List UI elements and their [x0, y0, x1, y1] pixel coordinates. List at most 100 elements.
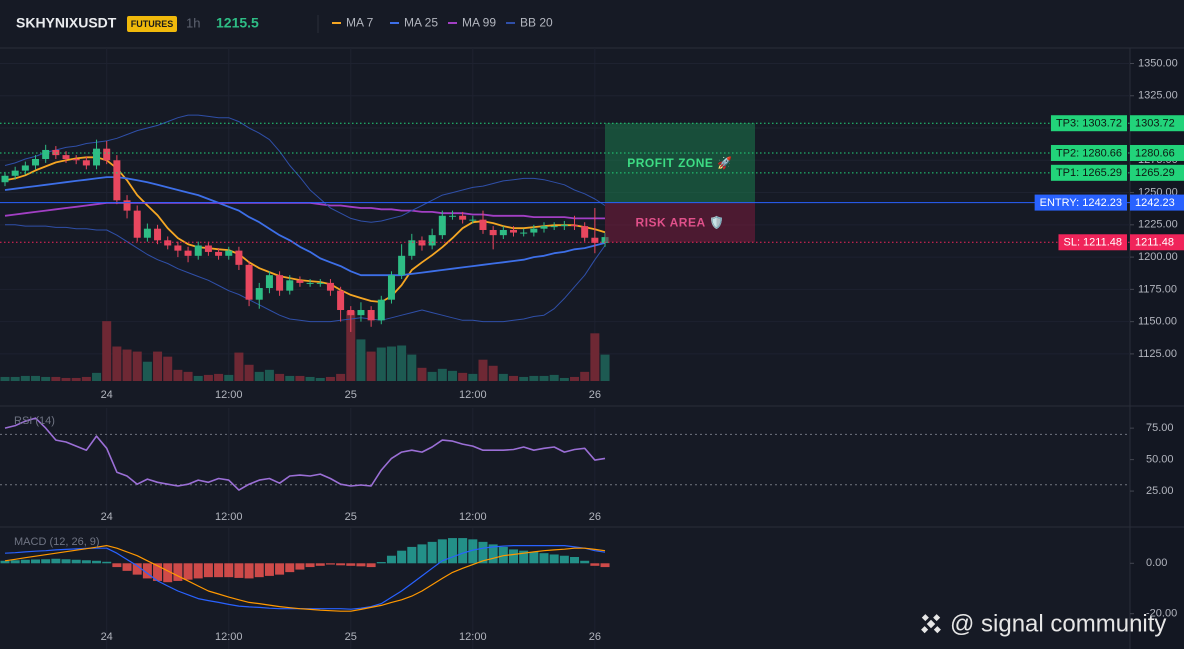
- level-label: ENTRY: 1242.23: [1040, 197, 1122, 209]
- volume-bar: [458, 372, 468, 381]
- volume-bar: [0, 376, 10, 381]
- macd-histogram-bar: [275, 563, 285, 575]
- volume-bar: [153, 351, 163, 381]
- candle-body: [194, 245, 202, 256]
- macd-histogram-bar: [203, 563, 213, 578]
- level-price-bg: [1130, 164, 1184, 181]
- volume-bar: [224, 374, 234, 381]
- badge-bg: [127, 16, 177, 32]
- volume-bar: [41, 376, 51, 381]
- plot: PROFIT ZONE 🚀 RISK AREA 🛡️: [0, 114, 1130, 612]
- x-tick-label: 12:00: [459, 631, 487, 643]
- volume-bar: [122, 349, 132, 381]
- macd-histogram-bar: [529, 551, 539, 564]
- macd-histogram-bar: [173, 563, 183, 581]
- rsi-title: RSI (14): [14, 415, 55, 427]
- candle-body: [215, 251, 223, 256]
- candle-body: [459, 215, 467, 220]
- y-tick-label: -20.00: [1146, 608, 1177, 620]
- volume-bar: [254, 371, 264, 381]
- x-tick-label: 24: [101, 631, 113, 643]
- level-price-bg: [1130, 115, 1184, 132]
- legend-label: MA 25: [404, 16, 438, 30]
- y-tick-label: 1150.00: [1138, 316, 1177, 328]
- macd-histogram-bar: [234, 563, 244, 578]
- level-price: 1265.29: [1135, 167, 1175, 179]
- volume-bar: [295, 375, 305, 381]
- candle-body: [469, 219, 477, 221]
- macd-histogram-bar: [224, 563, 234, 578]
- volume-bar: [468, 373, 478, 381]
- candle-body: [143, 228, 151, 238]
- level-price-bg: [1130, 234, 1184, 251]
- volume-bar: [325, 376, 335, 381]
- macd-histogram-bar: [264, 563, 274, 576]
- volume-bar: [234, 352, 244, 381]
- macd-histogram-bar: [71, 559, 81, 564]
- x-tick-label: 12:00: [215, 511, 243, 523]
- candle-body: [418, 240, 426, 246]
- candle-body: [42, 149, 50, 159]
- interval: 1h: [186, 15, 200, 30]
- x-tick-label: 24: [101, 389, 113, 401]
- volume-bar: [498, 373, 508, 381]
- candle-body: [510, 229, 517, 233]
- macd-histogram-bar: [458, 538, 468, 564]
- candle-body: [235, 250, 243, 265]
- candle-body: [154, 228, 162, 241]
- volume-bar: [275, 373, 285, 381]
- level-label-bg: [1034, 194, 1127, 211]
- signal-line: [4, 545, 606, 612]
- volume-bar: [20, 375, 30, 381]
- macd-histogram-bar: [488, 544, 498, 564]
- candle-body: [540, 226, 548, 229]
- macd-histogram-bar: [427, 541, 437, 564]
- x-tick-label: 12:00: [459, 389, 487, 401]
- macd-histogram-bar: [142, 563, 152, 579]
- macd-histogram-bar: [417, 544, 427, 564]
- legend-label: BB 20: [520, 16, 553, 30]
- volume-bar: [214, 373, 224, 381]
- candle-body: [184, 250, 192, 256]
- volume-bar: [173, 369, 183, 381]
- volume-bar: [336, 373, 346, 381]
- candle-body: [103, 148, 111, 161]
- macd-histogram-bar: [102, 561, 112, 564]
- y-tick-label: 1325.00: [1138, 90, 1178, 102]
- macd-histogram-bar: [336, 563, 346, 566]
- volume-bar: [539, 375, 549, 381]
- volume-bar: [366, 351, 376, 381]
- macd-histogram-bar: [447, 538, 457, 564]
- candle-body: [82, 160, 90, 166]
- level-label-bg: [1050, 115, 1127, 132]
- level-label: SL: 1211.48: [1063, 237, 1122, 249]
- ma-line: [4, 176, 606, 277]
- candle-body: [520, 232, 528, 234]
- candle-body: [367, 310, 375, 321]
- candle-body: [591, 237, 599, 243]
- candle-body: [174, 245, 182, 251]
- candle-body: [571, 224, 579, 227]
- rsi-line: [4, 417, 606, 491]
- candle-body: [316, 282, 324, 284]
- volume-bar: [71, 377, 81, 381]
- volume-bar: [81, 376, 91, 381]
- candle-body: [11, 170, 19, 176]
- candle-body: [489, 229, 497, 236]
- macd-histogram-bar: [325, 563, 335, 565]
- macd-histogram-bar: [81, 560, 91, 564]
- level-price: 1242.23: [1135, 197, 1175, 209]
- macd-histogram-bar: [31, 559, 41, 564]
- macd-histogram-bar: [305, 563, 315, 568]
- macd-histogram-bar: [153, 563, 163, 581]
- level-price: 1280.66: [1135, 147, 1175, 159]
- macd-histogram-bar: [183, 563, 193, 580]
- x-tick-label: 24: [101, 511, 113, 523]
- macd-histogram-bar: [315, 563, 325, 566]
- candle-body: [296, 280, 304, 283]
- candle-body: [276, 275, 284, 291]
- macd-histogram-bar: [346, 563, 356, 566]
- zone: [605, 202, 755, 243]
